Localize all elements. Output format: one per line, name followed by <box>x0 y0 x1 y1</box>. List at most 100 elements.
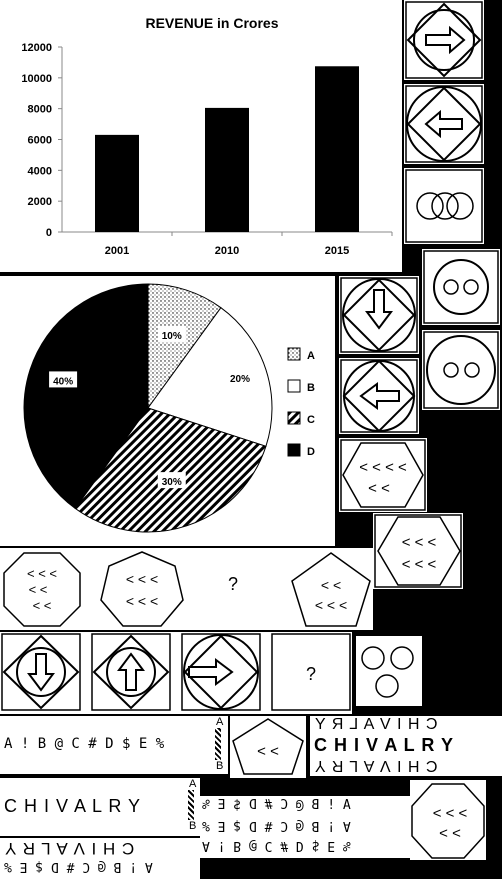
y-tick-label: 2000 <box>28 196 52 208</box>
mirror-label-a: A <box>216 716 224 728</box>
y-tick-label: 0 <box>46 227 52 239</box>
octagon-chevrons-right: < < < < < <box>410 780 486 860</box>
pie-slice-B <box>147 306 273 447</box>
svg-text:< < <: < < < <box>126 571 158 587</box>
legend-swatch-B <box>287 379 301 393</box>
fig-up <box>91 633 171 711</box>
chivalry-flipped-option: C H I V A L R Y <box>314 757 438 774</box>
mirror-line-2 <box>188 790 194 820</box>
figure-three-circles <box>404 168 484 244</box>
svg-text:< < <: < < < <box>402 534 437 551</box>
arrow-right-icon <box>425 25 466 55</box>
legend-label: B <box>307 382 315 394</box>
svg-text:< <: < < <box>33 598 52 613</box>
pie-label-bg <box>157 325 186 342</box>
pie-label-bg <box>49 371 78 388</box>
y-tick-label: 8000 <box>28 104 52 116</box>
arrow-right-icon <box>188 658 234 686</box>
question-mark: ? <box>228 574 238 594</box>
svg-text:< < <: < < < <box>315 597 347 613</box>
arrow-down-icon <box>27 653 55 692</box>
legend-label: D <box>307 446 315 458</box>
figure-hexagon-chevrons-1: < < < < < < <box>339 438 427 512</box>
legend-label: A <box>307 350 315 362</box>
pie-chart: 10% 20% 30% 40% A B C D <box>23 283 315 533</box>
pie-data-label: 10% <box>162 331 182 342</box>
chivalry-options: C H I V A L R Y C H I V A L R Y C H I V … <box>310 716 502 776</box>
mirror-label-b: B <box>216 760 224 772</box>
pie-slice-D <box>23 283 149 510</box>
shape-series-row: < < < < < < < < < < < < < ? < < < < < <box>0 548 373 630</box>
arrow-left-icon <box>359 382 400 410</box>
x-tick-label: 2010 <box>215 245 239 257</box>
arrow-up-icon <box>117 652 145 691</box>
fig-question: ? <box>271 633 351 711</box>
arrow-down-icon <box>365 289 393 330</box>
mirror-label-a2: A <box>189 778 197 790</box>
chivalry-bottom-box: C H I V A L R Y A ! B @ C # D $ E % <box>0 838 200 879</box>
question-mark: ? <box>306 664 316 684</box>
pie-slice-A <box>147 283 222 410</box>
bar <box>315 66 359 232</box>
svg-text:< <: < < <box>321 577 341 593</box>
pentagon-small: < < <box>230 716 306 778</box>
chivalry-question-box: C H I V A L R Y A B <box>0 778 200 836</box>
svg-text:< < <: < < < <box>402 556 437 573</box>
y-tick-label: 10000 <box>21 73 52 85</box>
svg-text:< <: < < <box>29 582 48 597</box>
symbols-rotated-option: A ! B @ C # D $ E % <box>202 838 351 853</box>
fig-down <box>1 633 81 711</box>
pie-data-label: 20% <box>230 374 250 385</box>
symbols-box: A ! B @ C # D $ E % A B <box>0 716 228 774</box>
pie-chart-panel: 10% 20% 30% 40% A B C D <box>0 276 335 546</box>
legend-label: C <box>307 414 315 426</box>
mirror-label-b2: B <box>189 820 197 832</box>
svg-text:< < <: < < < <box>433 805 468 822</box>
arrow-left-icon <box>424 109 463 139</box>
fig-right <box>181 633 261 711</box>
pie-label-bg <box>225 369 254 386</box>
bar-chart-panel: REVENUE in Crores 0 2000 4000 6000 8000 10000… <box>0 0 402 272</box>
symbols-text: A ! B @ C # D $ E % <box>4 736 165 752</box>
svg-text:< <: < < <box>257 743 279 760</box>
svg-text:< <: < < <box>439 825 461 842</box>
pie-slice-C <box>74 407 267 533</box>
y-tick-label: 12000 <box>21 42 52 54</box>
arrow-series-row: ? <box>0 632 352 714</box>
legend-swatch-A <box>287 347 301 361</box>
symbols-mirror-option: A ! B @ C # D $ E % <box>202 798 351 813</box>
svg-text:< < <: < < < <box>27 566 57 581</box>
pie-data-label: 40% <box>53 376 73 387</box>
svg-text:< <: < < <box>368 480 390 497</box>
figure-down-arrow <box>339 276 419 354</box>
y-tick-label: 6000 <box>28 135 52 147</box>
x-tick-label: 2015 <box>325 245 349 257</box>
legend-swatch-D <box>287 443 301 457</box>
chivalry-bold-option: C H I V A L R Y <box>314 735 455 755</box>
chivalry-word: C H I V A L R Y <box>4 796 142 816</box>
legend-swatch-C <box>287 411 301 425</box>
figure-circle-two-dots <box>422 330 500 410</box>
figure-circle-diamond-right-arrow <box>404 0 484 80</box>
figure-diamond-circle-left-arrow <box>404 84 484 164</box>
symbols-bottom: A ! B @ C # D $ E % <box>4 859 153 874</box>
symbols-options: A ! B @ C # D $ E % A ! B @ C # D $ E % … <box>200 796 410 858</box>
svg-text:< < <: < < < <box>126 593 158 609</box>
y-tick-label: 4000 <box>28 165 52 177</box>
figure-concentric-circles <box>422 249 500 325</box>
figure-hexagon-chevrons-2: < < < < < < <box>373 513 463 589</box>
figure-left-arrow-2 <box>339 358 419 434</box>
pentagon-figure: < < < < < <box>291 552 371 627</box>
bar <box>205 107 249 232</box>
heptagon-figure: < < < < < < <box>100 551 184 627</box>
pie-data-label: 30% <box>162 477 182 488</box>
bar-chart: REVENUE in Crores 0 2000 4000 6000 8000 10000… <box>21 15 393 257</box>
chivalry-bottom: C H I V A L R Y <box>4 839 135 858</box>
octagon-figure: < < < < < < < <box>3 552 81 627</box>
svg-text:< < < <: < < < < <box>359 459 407 476</box>
x-tick-label: 2001 <box>105 245 129 257</box>
symbols-upside-option: A ! B @ C # D $ E % <box>202 818 351 833</box>
figure-three-circles-triangle <box>356 636 422 706</box>
pie-label-bg <box>157 472 186 489</box>
bar <box>95 134 139 232</box>
